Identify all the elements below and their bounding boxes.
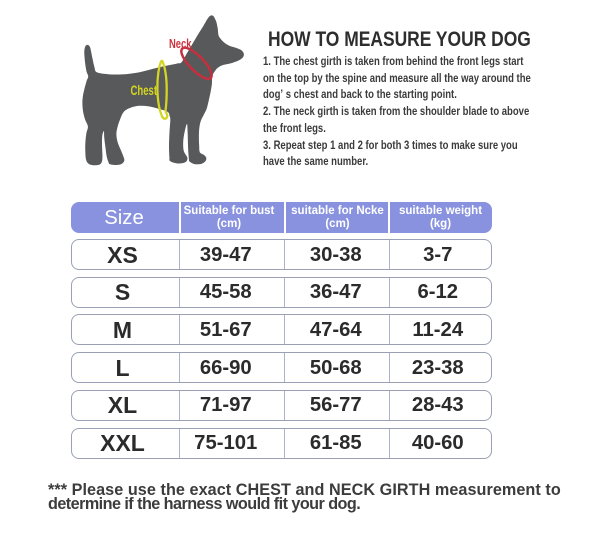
svg-text:Chest: Chest — [131, 83, 158, 98]
svg-text:Neck: Neck — [169, 36, 192, 51]
